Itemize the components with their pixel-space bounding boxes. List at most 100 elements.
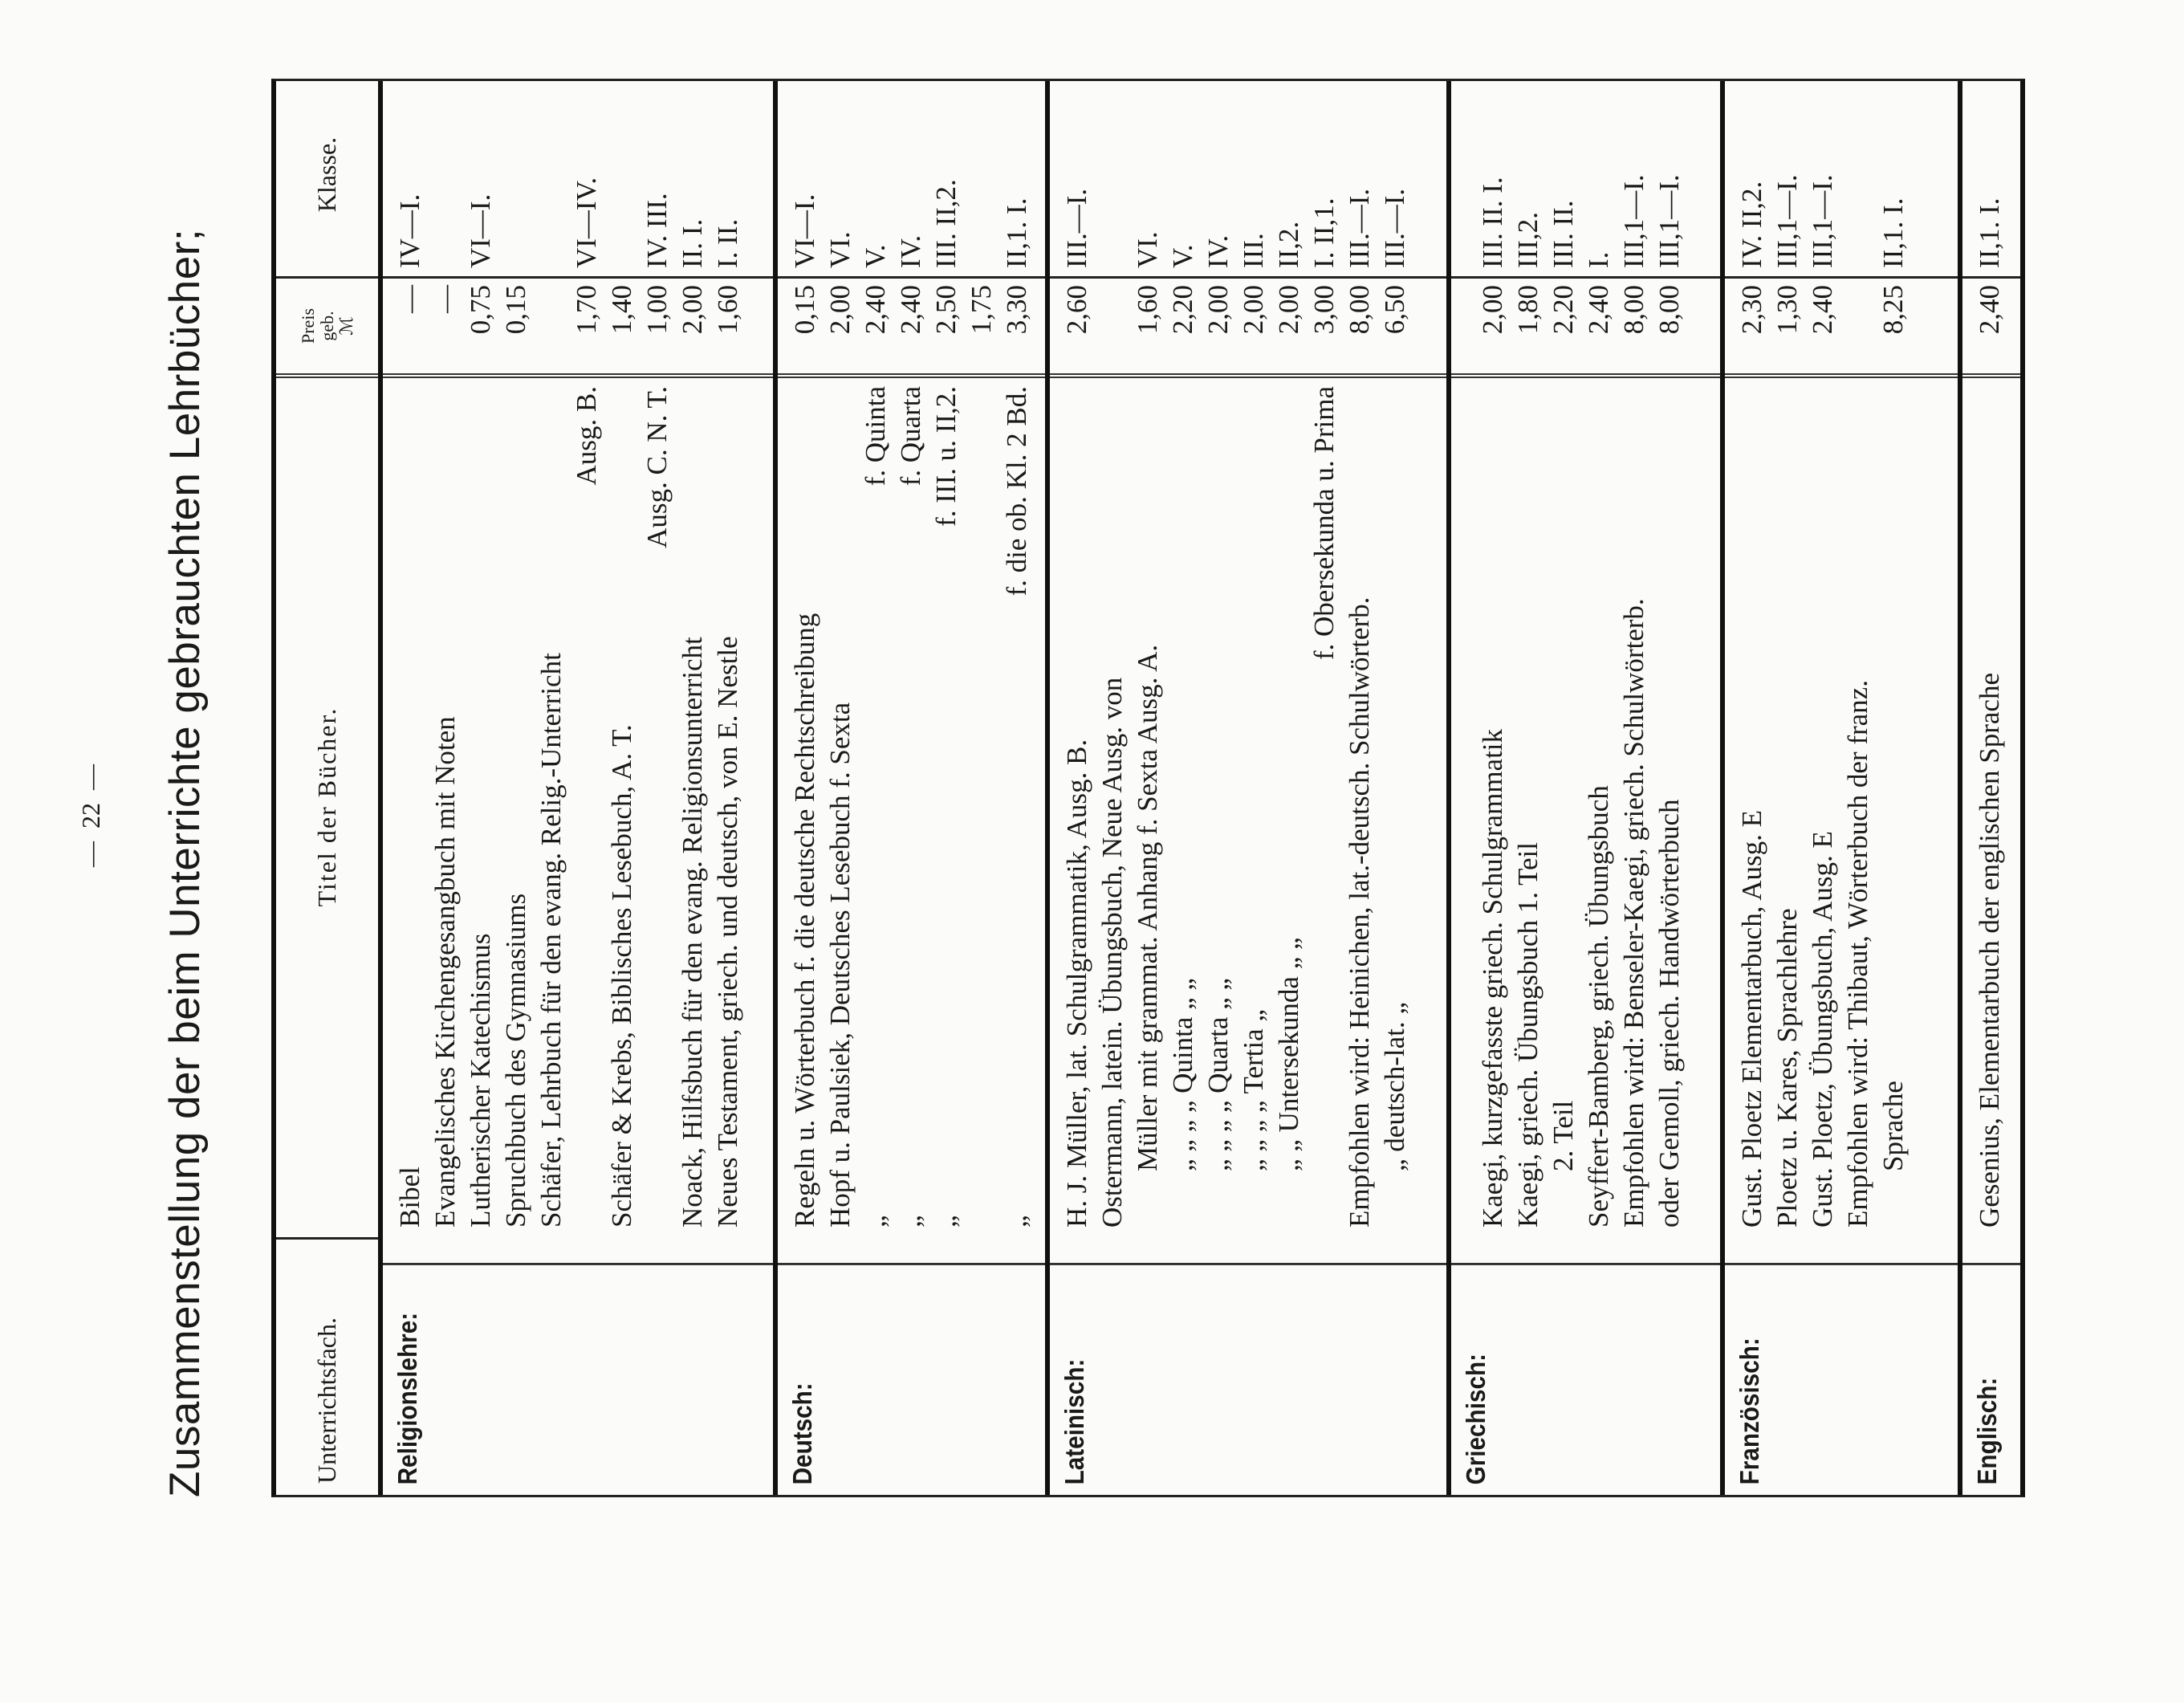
price-value: 1,60 [1132, 285, 1163, 335]
book-title-text: Gesenius, Elementarbuch der englischen S… [1974, 673, 2005, 1228]
book-title-line: „ f. III. u. II,2. [929, 386, 964, 1228]
book-title-line: Neues Testament, griech. und deutsch, vo… [710, 386, 746, 1228]
prices: — —0,75 0,15 1,70 1,40 1,00 2,00 1,60 [383, 276, 773, 373]
book-title-text: Noack, Hilfsbuch für den evang. Religion… [677, 637, 708, 1228]
book-title-line: Kaegi, kurzgefasste griech. Schulgrammat… [1475, 386, 1511, 1228]
book-title-indented: Sprache [1877, 1081, 1909, 1171]
klasse-value: VI—IV. [571, 177, 602, 268]
price-value: 2,00 [1477, 285, 1508, 335]
header-price-line1: Preis [297, 308, 318, 344]
price-value: — [394, 285, 425, 313]
price-value: 1,80 [1512, 285, 1543, 335]
klasse-value: IV—I. [394, 193, 425, 268]
subject-label: Französisch: [1725, 1263, 1958, 1495]
subject-section: Französisch: Gust. Ploetz Elementarbuch, … [1720, 81, 1958, 1495]
subject-label: Griechisch: [1451, 1263, 1720, 1495]
header-klasse: Klasse. [312, 136, 341, 213]
book-title-text: Evangelisches Kirchengesangbuch mit Note… [429, 716, 461, 1228]
book-title-indented: Müller mit grammat. Anhang f. Sexta Ausg… [1132, 644, 1163, 1171]
prices: 2,60 1,60 2,20 2,00 2,00 2,00 3,00 8,00 6,50 [1050, 276, 1446, 373]
price-value: 8,00 [1618, 285, 1649, 335]
subject-section: Deutsch: Regeln u. Wörterbuch f. die deut… [773, 81, 1045, 1495]
price-value: 2,40 [895, 285, 926, 335]
book-title-text: Hopf u. Paulsiek, Deutsches Lesebuch f. … [824, 702, 856, 1228]
book-title-line: Ploetz u. Kares, Sprachlehre [1770, 386, 1805, 1228]
book-title-line: Hopf u. Paulsiek, Deutsches Lesebuch f. … [823, 386, 858, 1228]
klasse-value: V. [1167, 244, 1198, 268]
book-title-text: „ [1001, 1215, 1032, 1228]
klasse-value: III.—I. [1379, 188, 1410, 268]
page-title: Zusammenstellung der beim Unterrichte ge… [161, 228, 209, 1497]
book-title-line: „ f. Quinta [858, 386, 893, 1228]
book-title-line: Ausg. C. N. T. [640, 386, 675, 1228]
price-value: 8,00 [1653, 285, 1685, 335]
book-title-text: Regeln u. Wörterbuch f. die deutsche Rec… [789, 613, 820, 1228]
book-titles: H. J. Müller, lat. Schulgrammatik, Ausg.… [1050, 373, 1446, 1237]
book-title-line: Bibel [392, 386, 428, 1228]
book-title-text: Seyffert-Bamberg, griech. Übungsbuch [1583, 785, 1614, 1228]
book-title-text: oder Gemoll, griech. Handwörterbuch [1653, 799, 1685, 1228]
klasse-value: VI—I. [789, 193, 820, 268]
header-subject: Unterrichtsfach. [276, 1237, 378, 1495]
book-title-line: Ostermann, latein. Übungsbuch, Neue Ausg… [1095, 386, 1130, 1228]
price-value: 2,20 [1167, 285, 1198, 335]
book-title-text: Empfohlen wird: Thibaut, Wörterbuch der … [1842, 680, 1873, 1228]
price-value: 0,15 [500, 285, 531, 335]
klasse-value [1840, 81, 1876, 268]
klasse-value [964, 81, 999, 268]
klasse-value: III,1—I. [1807, 174, 1838, 268]
klasse-value: III. II. [1548, 200, 1579, 268]
book-title-indented: „ „ „ „ Quarta „ „ [1202, 978, 1234, 1171]
book-titles: Regeln u. Wörterbuch f. die deutsche Rec… [778, 373, 1045, 1237]
price-value: 2,50 [930, 285, 962, 335]
book-title-text: Kaegi, griech. Übungsbuch 1. Teil [1512, 842, 1543, 1228]
book-title-line: oder Gemoll, griech. Handwörterbuch [1652, 386, 1687, 1228]
book-title-right: Ausg. C. N. T. [641, 386, 673, 548]
book-title-line: Regeln u. Wörterbuch f. die deutsche Rec… [787, 386, 823, 1228]
book-title-text: Empfohlen wird: Benseler-Kaegi, griech. … [1618, 598, 1649, 1228]
klasse-value: IV. II,2. [1736, 181, 1767, 268]
klasse-value: II,1. I. [1877, 197, 1909, 268]
book-title-line: Schäfer, Lehrbuch für den evang. Relig.-… [534, 386, 569, 1228]
klasse-value: III.—I. [1061, 188, 1092, 268]
price-value [1840, 285, 1876, 373]
book-title-line: Müller mit grammat. Anhang f. Sexta Ausg… [1130, 386, 1165, 1228]
book-title-line: 2. Teil [1546, 386, 1581, 1228]
book-title-text: Schäfer & Krebs, Biblisches Lesebuch, A.… [606, 724, 637, 1228]
klasse-value: IV. [1202, 234, 1234, 268]
klasse-value [428, 81, 463, 268]
book-title-line: Sprache [1876, 386, 1911, 1228]
book-title-text: Gust. Ploetz, Übungsbuch, Ausg. E [1807, 831, 1838, 1228]
klasse-value: III,1—I. [1771, 174, 1803, 268]
subject-section: Griechisch: Kaegi, kurzgefasste griech. S… [1446, 81, 1720, 1495]
klasse-value: VI—I. [465, 193, 496, 268]
book-title-right: f. III. u. II,2. [930, 386, 962, 527]
book-title-text: Ploetz u. Kares, Sprachlehre [1771, 908, 1803, 1228]
book-title-right: f. Quarta [895, 386, 926, 487]
price-value: 2,30 [1736, 285, 1767, 335]
price-value: 1,75 [966, 285, 997, 335]
prices: 2,30 1,30 2,40 8,25 [1725, 276, 1958, 373]
book-title-line: Seyffert-Bamberg, griech. Übungsbuch [1581, 386, 1617, 1228]
subject-section: Englisch: Gesenius, Elementarbuch der eng… [1958, 81, 2020, 1495]
book-title-indented: „ „ „ „ Quinta „ „ [1167, 978, 1198, 1171]
book-title-text: H. J. Müller, lat. Schulgrammatik, Ausg.… [1061, 739, 1092, 1228]
price-value: 1,40 [606, 285, 637, 335]
book-title-line: Noack, Hilfsbuch für den evang. Religion… [675, 386, 710, 1228]
price-value: 2,60 [1061, 285, 1092, 335]
klasse-value: I. [1583, 251, 1614, 268]
classes: II,1. I. [1962, 81, 2020, 276]
book-title-text: Schäfer, Lehrbuch für den evang. Relig.-… [535, 653, 567, 1228]
klasse-value [534, 81, 569, 268]
prices: 2,40 [1962, 276, 2020, 373]
price-value: 1,30 [1771, 285, 1803, 335]
price-value: 2,00 [824, 285, 856, 335]
book-title-text: „ [895, 1215, 926, 1228]
price-value [1095, 285, 1130, 373]
book-title-line: „ deutsch-lat. „ [1377, 386, 1413, 1228]
book-title-line: „ „ „ „ Quarta „ „ [1201, 386, 1236, 1228]
book-title-line: Schäfer & Krebs, Biblisches Lesebuch, A.… [604, 386, 640, 1228]
price-value [534, 285, 569, 373]
book-title-text: Bibel [394, 1167, 425, 1228]
